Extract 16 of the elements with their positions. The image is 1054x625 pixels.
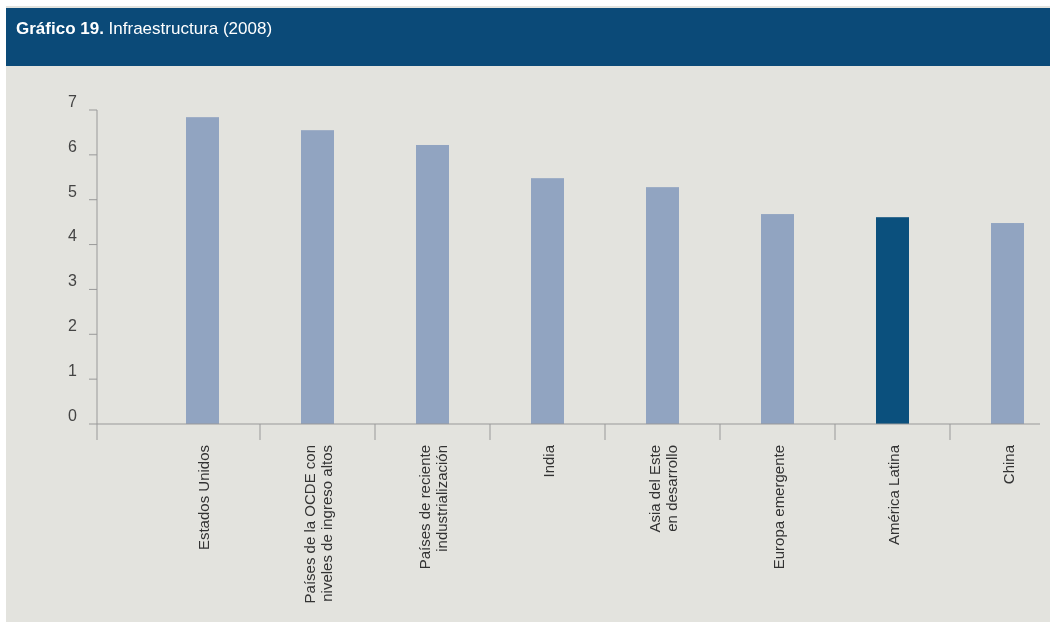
x-tick-label: Europa emergente xyxy=(769,445,787,570)
y-tick-label: 5 xyxy=(68,182,78,200)
chart-title: Gráfico 19. Infraestructura (2008) xyxy=(16,19,273,38)
y-tick-label: 6 xyxy=(68,137,78,155)
y-tick-label: 4 xyxy=(68,227,78,245)
y-tick-label: 1 xyxy=(68,361,78,379)
y-tick-label: 7 xyxy=(68,92,78,110)
x-tick-label: Asia del Este en desarrollo xyxy=(646,445,680,533)
x-tick-label: India xyxy=(539,444,557,478)
x-tick-label: Estados Unidos xyxy=(194,445,212,551)
x-tick-label: Países de la OCDE con niveles de ingreso altos xyxy=(301,445,335,604)
y-tick-label: 3 xyxy=(68,272,78,290)
y-tick-label: 0 xyxy=(68,406,78,424)
x-tick-label: América Latina xyxy=(884,444,902,546)
y-tick-label: 2 xyxy=(68,317,78,335)
x-tick-label: China xyxy=(999,444,1017,485)
